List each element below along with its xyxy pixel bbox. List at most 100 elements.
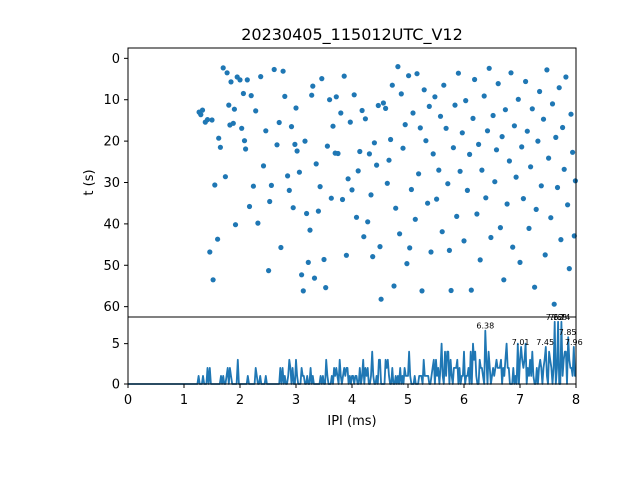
scatter-point — [353, 214, 360, 220]
scatter-point — [296, 169, 302, 175]
scatter-point — [570, 149, 576, 155]
scatter-point — [244, 77, 250, 83]
scatter-point — [483, 195, 489, 201]
scatter-point — [267, 198, 273, 205]
scatter-point — [412, 216, 418, 222]
scatter-point — [302, 138, 308, 144]
scatter-point — [495, 81, 501, 87]
scatter-point — [467, 151, 473, 157]
scatter-y-tick-label: 60 — [103, 300, 120, 315]
scatter-point — [240, 90, 246, 97]
scatter-points — [196, 64, 579, 307]
scatter-point — [263, 128, 269, 134]
scatter-point — [549, 101, 556, 107]
scatter-point — [529, 106, 535, 112]
histogram-x-tick-label: 6 — [460, 393, 468, 408]
scatter-point — [426, 103, 432, 109]
scatter-point — [506, 158, 512, 164]
scatter-point — [374, 162, 380, 168]
scatter-point — [224, 70, 230, 76]
histogram-x-tick-label: 2 — [236, 393, 244, 408]
scatter-point — [450, 145, 456, 151]
scatter-point — [524, 128, 530, 134]
histogram-series-line — [128, 320, 576, 385]
scatter-point — [523, 78, 529, 85]
scatter-point — [432, 94, 438, 100]
scatter-point — [258, 74, 264, 80]
histogram-y-tick-label: 0 — [112, 378, 120, 393]
scatter-point — [268, 182, 274, 188]
scatter-point — [421, 87, 427, 93]
scatter-point — [445, 181, 451, 187]
scatter-point — [566, 266, 572, 272]
scatter-point — [532, 284, 538, 290]
scatter-point — [276, 119, 282, 126]
scatter-point — [434, 196, 440, 202]
scatter-point — [479, 167, 485, 173]
scatter-point — [278, 244, 284, 251]
scatter-point — [309, 92, 315, 98]
scatter-point — [313, 161, 319, 167]
scatter-point — [513, 174, 519, 180]
scatter-point — [359, 107, 365, 114]
scatter-point — [520, 196, 527, 202]
scatter-point — [391, 283, 397, 289]
scatter-point — [299, 272, 305, 278]
scatter-point — [548, 215, 554, 221]
histogram-y-tick-label: 5 — [112, 337, 120, 352]
scatter-point — [410, 110, 416, 116]
scatter-point — [563, 74, 569, 80]
scatter-point — [327, 97, 333, 103]
scatter-point — [526, 225, 532, 231]
scatter-point — [368, 192, 374, 198]
scatter-point — [481, 93, 487, 99]
histogram-x-tick-label: 8 — [572, 393, 580, 408]
scatter-point — [568, 111, 574, 117]
scatter-point — [351, 92, 357, 98]
scatter-point — [510, 244, 516, 250]
scatter-point — [209, 117, 215, 123]
scatter-point — [502, 107, 508, 113]
scatter-point — [457, 168, 463, 174]
scatter-point — [572, 178, 579, 184]
scatter-point — [286, 187, 292, 193]
scatter-y-tick-label: 50 — [103, 259, 120, 274]
scatter-y-tick-label: 30 — [103, 176, 120, 191]
scatter-point — [378, 296, 384, 302]
scatter-point — [282, 93, 288, 99]
scatter-point — [341, 73, 347, 79]
scatter-point — [333, 94, 339, 100]
scatter-point — [443, 125, 449, 131]
scatter-point — [408, 186, 414, 193]
scatter-point — [293, 105, 299, 111]
scatter-point — [349, 187, 355, 193]
scatter-point — [477, 257, 483, 263]
scatter-panel: 0 10 20 30 40 50 60 t (s) — [82, 47, 579, 318]
scatter-point — [375, 102, 381, 109]
scatter-point — [419, 288, 425, 294]
scatter-point — [395, 64, 401, 70]
peak-label: 7.85 — [559, 328, 577, 337]
scatter-point — [250, 183, 256, 189]
scatter-point — [423, 138, 429, 144]
scatter-point — [538, 183, 544, 189]
scatter-point — [398, 91, 404, 97]
scatter-point — [226, 102, 232, 108]
scatter-point — [533, 206, 539, 212]
scatter-point — [239, 125, 245, 131]
scatter-point — [248, 93, 254, 99]
scatter-point — [560, 124, 566, 131]
scatter-point — [511, 123, 517, 129]
scatter-point — [501, 277, 507, 283]
scatter-point — [554, 184, 561, 191]
scatter-point — [304, 210, 310, 217]
scatter-point — [546, 155, 552, 161]
scatter-point — [537, 88, 543, 95]
peak-label: 7.96 — [565, 338, 583, 347]
scatter-point — [556, 85, 562, 91]
scatter-point — [305, 259, 311, 265]
scatter-point — [404, 261, 410, 267]
scatter-point — [400, 145, 406, 151]
scatter-point — [551, 301, 557, 307]
histogram-x-ticks: 0 1 2 3 4 5 6 7 8 — [124, 384, 580, 408]
